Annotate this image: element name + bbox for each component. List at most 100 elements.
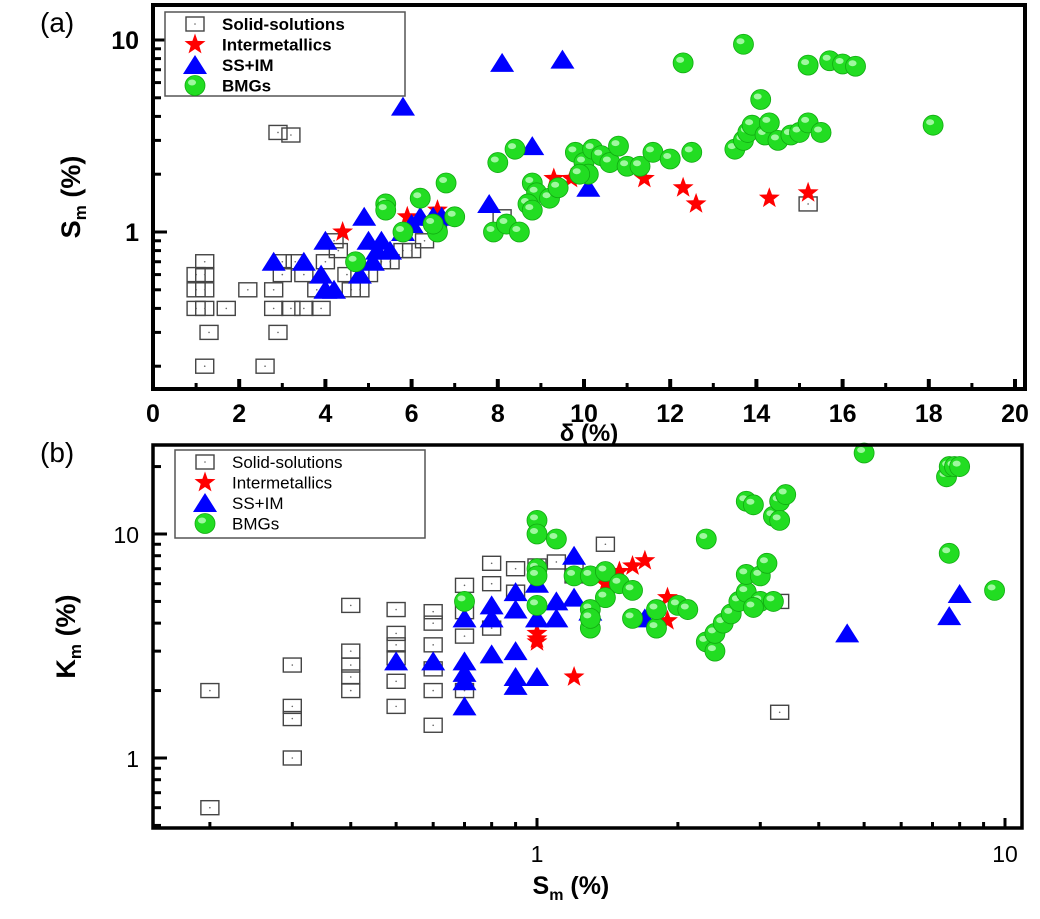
data-point: [444, 206, 466, 228]
data-point: [550, 49, 575, 69]
data-point: [622, 555, 643, 575]
data-point: [608, 560, 630, 581]
data-point: [238, 282, 258, 298]
data-point: [525, 666, 549, 686]
data-point: [543, 167, 565, 188]
data-point: [435, 172, 457, 194]
data-point: [563, 666, 585, 686]
data-point: [659, 148, 681, 170]
data-point: [452, 651, 477, 671]
data-point: [195, 300, 215, 317]
series-bmgs: [345, 33, 944, 273]
x-tick-label: 16: [829, 400, 857, 428]
data-point: [853, 442, 875, 464]
data-point: [328, 242, 349, 259]
legend-label: BMGs: [232, 515, 279, 534]
data-point: [255, 358, 275, 374]
legend-marker-star-icon: [194, 471, 216, 492]
data-point: [341, 597, 361, 614]
data-point: [608, 135, 629, 157]
data-point: [595, 536, 616, 552]
data-point: [423, 637, 443, 653]
data-point: [763, 591, 784, 612]
legend-marker-triangle-icon: [193, 493, 217, 512]
data-point: [520, 136, 545, 156]
data-point: [677, 599, 699, 620]
data-point: [386, 673, 406, 689]
data-point: [199, 324, 219, 341]
data-point: [195, 282, 215, 298]
data-point: [294, 300, 314, 317]
legend-item: Intermetallics: [194, 471, 332, 493]
data-point: [479, 595, 504, 615]
data-point: [396, 205, 418, 226]
data-point: [546, 554, 567, 570]
legend-item: SS+IM: [193, 493, 284, 513]
data-point: [360, 251, 385, 271]
data-point: [937, 606, 962, 626]
data-point: [622, 580, 643, 601]
data-point: [479, 644, 504, 664]
data-point: [646, 617, 667, 639]
data-point: [769, 510, 791, 531]
data-point: [281, 300, 301, 317]
panel-label: (b): [40, 437, 74, 468]
legend-item: BMGs: [194, 513, 279, 534]
label-subscript: m: [71, 205, 90, 220]
data-point: [195, 358, 215, 374]
data-point: [263, 300, 284, 317]
label-subscript: m: [66, 644, 85, 659]
data-point: [263, 282, 284, 298]
data-point: [322, 279, 347, 299]
legend-marker-open-square-icon: [195, 454, 215, 470]
series-solid-solutions: [186, 124, 818, 374]
legend-marker-sphere-icon: [194, 513, 216, 534]
data-point: [629, 155, 651, 177]
x-tick-label: 6: [405, 400, 419, 428]
legend-item: Solid-solutions: [185, 15, 345, 34]
data-point: [503, 582, 528, 602]
data-point: [261, 251, 286, 271]
data-point: [743, 597, 764, 618]
data-point: [526, 595, 548, 616]
x-tick-label: 18: [915, 400, 943, 428]
y-tick-label: 1: [126, 746, 139, 772]
data-point: [268, 324, 288, 341]
data-point: [798, 196, 818, 212]
data-point: [452, 671, 477, 691]
data-point: [268, 124, 288, 141]
data-point: [984, 580, 1005, 601]
data-point: [622, 607, 643, 629]
data-point: [195, 254, 215, 270]
data-point: [341, 682, 361, 699]
data-point: [672, 176, 694, 197]
label-suffix: (%): [563, 872, 609, 900]
data-point: [579, 607, 601, 629]
data-point: [347, 264, 372, 284]
data-point: [681, 141, 703, 163]
data-point: [947, 583, 972, 603]
data-point: [797, 54, 819, 76]
data-point: [758, 187, 780, 208]
data-point: [769, 704, 790, 720]
data-point: [423, 717, 443, 733]
data-point: [634, 549, 656, 570]
data-point: [949, 456, 971, 477]
data-point: [390, 96, 415, 116]
data-point: [313, 230, 338, 250]
data-point: [521, 199, 543, 221]
label-suffix: (%): [51, 594, 81, 644]
data-point: [503, 675, 528, 695]
data-point: [216, 300, 236, 317]
legend-label: Intermetallics: [222, 36, 332, 55]
data-point: [422, 213, 444, 235]
x-tick-label: 8: [491, 400, 505, 428]
x-axis-title: δ (%): [560, 420, 619, 447]
data-point: [384, 651, 409, 671]
legend-label: Intermetallics: [232, 474, 332, 493]
data-point: [756, 552, 778, 574]
